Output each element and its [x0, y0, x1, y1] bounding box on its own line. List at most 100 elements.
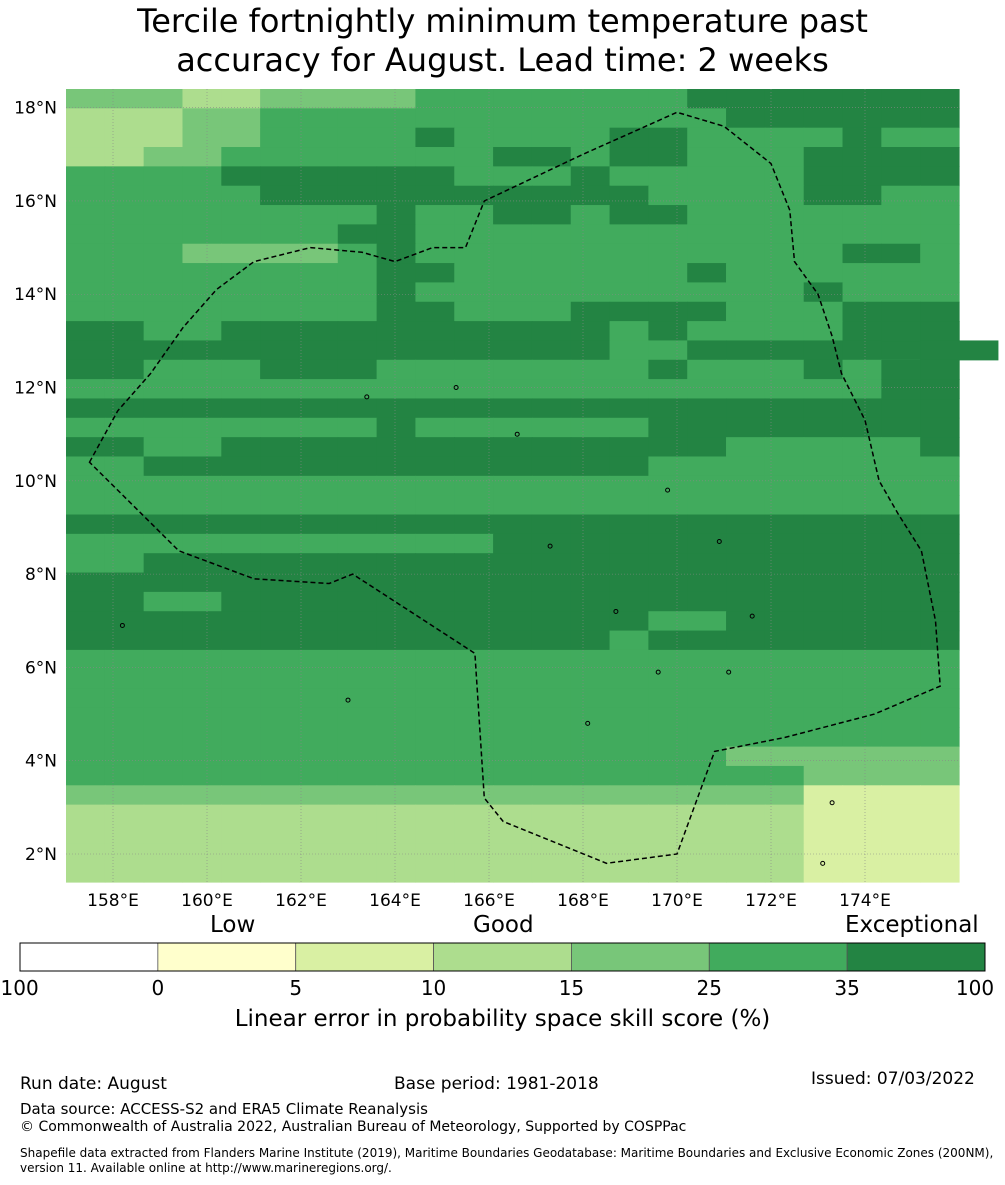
grid-cell — [881, 823, 921, 844]
grid-cell — [687, 398, 727, 419]
grid-cell — [298, 630, 339, 651]
grid-cell — [260, 379, 300, 400]
grid-cell — [842, 727, 882, 748]
grid-cell — [570, 398, 611, 419]
grid-cell — [415, 398, 455, 419]
grid-cell — [104, 630, 145, 651]
grid-cell — [803, 456, 844, 477]
grid-cell — [298, 765, 339, 786]
grid-cell — [803, 514, 844, 535]
island — [820, 860, 826, 866]
colorbar-tick-label: 100 — [955, 976, 995, 1000]
grid-cell — [881, 707, 921, 728]
grid-cell — [687, 417, 727, 438]
grid-cell — [376, 321, 417, 342]
grid-cell — [376, 649, 417, 670]
grid-cell — [726, 166, 766, 187]
grid-cell — [104, 417, 145, 438]
grid-cell — [66, 127, 106, 148]
grid-cell — [337, 804, 378, 825]
grid-cell — [376, 669, 417, 690]
grid-cell — [454, 649, 494, 670]
grid-cell — [726, 205, 766, 225]
base-period: Base period: 1981-2018 — [394, 1074, 599, 1094]
grid-cell — [687, 89, 727, 109]
grid-cell-exceptional — [920, 340, 960, 361]
grid-cell — [531, 649, 572, 670]
grid-cell — [260, 398, 300, 419]
grid-cell — [920, 746, 960, 767]
grid-cell — [221, 688, 261, 709]
grid-cell — [182, 533, 222, 554]
grid-cell — [143, 108, 184, 129]
grid-cell — [260, 765, 300, 786]
grid-cell — [337, 630, 378, 651]
grid-cell — [842, 572, 882, 593]
grid-cell — [104, 263, 145, 284]
grid-cell — [648, 127, 688, 148]
grid-cell — [260, 804, 300, 825]
grid-cell — [570, 301, 611, 322]
grid-cell — [648, 417, 688, 438]
grid-cell — [920, 765, 960, 786]
island — [364, 394, 370, 400]
island — [585, 720, 591, 726]
grid-cell — [726, 862, 766, 883]
grid-cell — [764, 224, 805, 245]
grid-cell — [454, 843, 494, 864]
grid-cell — [726, 437, 766, 458]
grid-cell — [221, 359, 261, 380]
grid-cell — [454, 243, 494, 264]
grid-cell — [842, 862, 882, 883]
grid-cell — [803, 147, 844, 167]
grid-cell — [570, 630, 611, 651]
grid-cell — [609, 611, 649, 632]
grid-cell — [842, 437, 882, 458]
grid-cell — [881, 746, 921, 767]
grid-cell-exceptional — [881, 379, 921, 400]
grid-cell — [221, 166, 261, 187]
grid-cell — [842, 263, 882, 284]
grid-cell — [726, 475, 766, 496]
grid-cell — [881, 843, 921, 864]
grid-cell — [298, 301, 339, 322]
grid-cell — [143, 843, 184, 864]
grid-cell — [104, 514, 145, 535]
grid-cell — [842, 166, 882, 187]
grid-cell — [764, 301, 805, 322]
grid-cell — [298, 417, 339, 438]
grid-cell — [764, 340, 805, 361]
grid-cell — [104, 127, 145, 148]
grid-cell — [66, 785, 106, 806]
grid-cell — [570, 765, 611, 786]
grid-cell — [182, 630, 222, 651]
grid-cell — [531, 108, 572, 129]
grid-cell — [920, 862, 960, 883]
grid-cell — [881, 765, 921, 786]
grid-cell — [260, 475, 300, 496]
grid-cell — [182, 804, 222, 825]
grid-cell — [221, 746, 261, 767]
grid-cell — [298, 475, 339, 496]
grid-cell — [415, 340, 455, 361]
grid-cell — [143, 243, 184, 264]
grid-cell — [454, 301, 494, 322]
grid-cell — [143, 553, 184, 574]
grid-cell — [454, 166, 494, 187]
grid-cell — [493, 688, 533, 709]
grid-cell — [454, 688, 494, 709]
grid-cell — [298, 533, 339, 554]
grid-cell — [648, 340, 688, 361]
grid-cell — [648, 224, 688, 245]
grid-cell — [726, 611, 766, 632]
grid-cell — [337, 591, 378, 612]
grid-cell — [842, 649, 882, 670]
title-line-1: Tercile fortnightly minimum temperature … — [137, 2, 868, 40]
grid-cell — [842, 533, 882, 554]
grid-cell — [531, 321, 572, 342]
grid-cell — [493, 727, 533, 748]
grid-cell — [66, 495, 106, 516]
grid-cell — [415, 417, 455, 438]
grid-cell — [182, 166, 222, 187]
grid-cell — [182, 243, 222, 264]
